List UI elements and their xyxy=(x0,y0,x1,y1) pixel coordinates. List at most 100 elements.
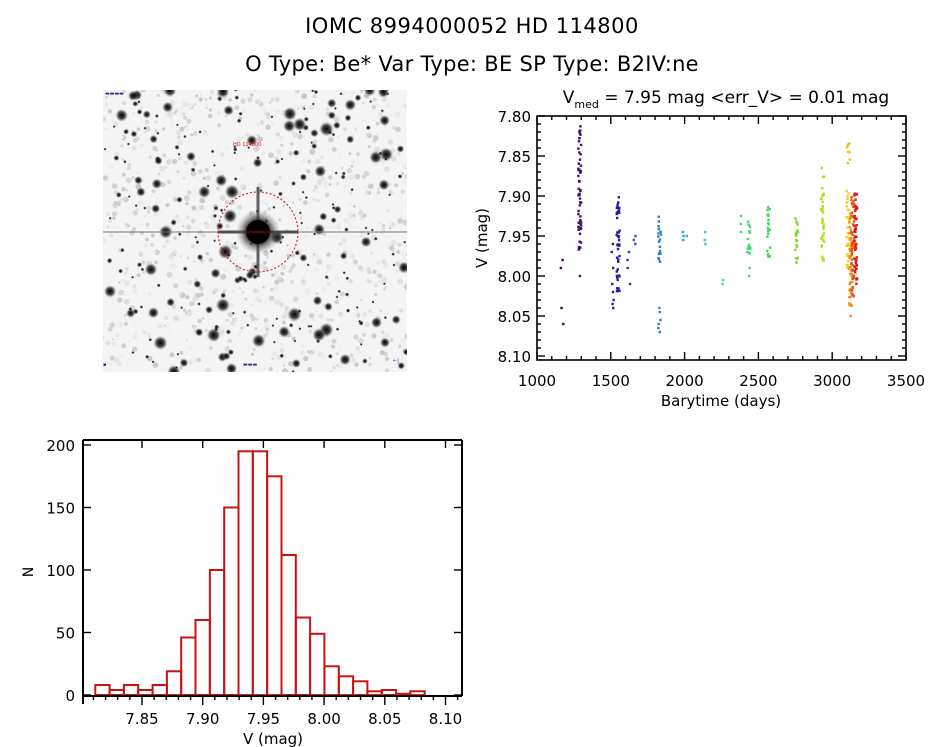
data-point xyxy=(611,282,614,286)
field-star xyxy=(126,142,130,146)
data-point xyxy=(849,236,852,240)
light-curve-frame xyxy=(536,115,907,361)
data-point xyxy=(821,236,824,239)
field-star xyxy=(233,145,237,149)
field-star xyxy=(224,184,240,200)
data-point xyxy=(850,231,853,234)
data-point xyxy=(847,244,850,247)
x-tick-label: 1500 xyxy=(592,372,630,390)
field-star xyxy=(310,128,319,138)
field-star xyxy=(335,295,339,299)
field-star xyxy=(327,98,337,108)
field-star xyxy=(291,181,296,186)
field-star xyxy=(324,275,329,280)
field-star xyxy=(195,240,200,245)
data-point xyxy=(852,274,855,277)
star-field-image xyxy=(103,90,407,372)
field-star xyxy=(299,173,308,181)
data-point xyxy=(748,252,751,255)
data-point xyxy=(848,282,851,286)
field-star xyxy=(311,143,318,150)
data-point xyxy=(846,254,849,257)
field-star xyxy=(291,358,301,368)
data-point xyxy=(851,293,854,297)
data-point xyxy=(767,206,770,209)
data-point xyxy=(768,208,771,211)
field-star xyxy=(292,149,300,156)
point-cluster xyxy=(845,142,851,165)
field-star xyxy=(397,361,406,370)
field-star xyxy=(379,337,391,348)
data-point xyxy=(851,233,854,236)
data-point xyxy=(659,230,662,233)
field-star xyxy=(186,151,196,162)
field-star xyxy=(103,147,107,151)
data-point xyxy=(617,196,620,199)
data-point xyxy=(848,267,851,270)
data-point xyxy=(847,238,851,241)
field-star xyxy=(136,187,146,197)
field-star xyxy=(396,145,405,153)
data-point xyxy=(850,211,853,214)
data-point xyxy=(616,244,619,247)
data-point xyxy=(795,243,798,247)
data-point xyxy=(847,216,850,219)
field-star xyxy=(312,328,326,342)
field-star xyxy=(339,353,351,366)
field-star xyxy=(163,90,177,98)
data-point xyxy=(845,244,848,248)
data-point xyxy=(795,245,799,249)
field-star xyxy=(272,340,276,344)
field-star xyxy=(333,106,337,110)
field-star xyxy=(123,128,130,135)
data-point xyxy=(849,266,852,269)
data-point xyxy=(851,203,854,206)
data-point xyxy=(853,216,856,219)
data-point xyxy=(721,282,724,286)
field-star xyxy=(270,115,274,119)
data-point xyxy=(615,274,619,278)
field-star xyxy=(319,121,334,137)
image-bottom-label: ▬▬▬ xyxy=(243,362,258,368)
data-point xyxy=(854,260,858,263)
data-point xyxy=(821,234,825,237)
field-star xyxy=(344,292,350,297)
data-point xyxy=(577,187,580,190)
field-star xyxy=(131,351,135,355)
field-star xyxy=(213,239,217,243)
data-point xyxy=(618,274,621,277)
field-star xyxy=(346,135,355,144)
data-point xyxy=(747,223,750,226)
y-tick-label: 8.05 xyxy=(498,308,531,326)
field-star xyxy=(127,195,131,199)
point-cluster xyxy=(615,196,621,293)
data-point xyxy=(616,216,619,220)
field-star xyxy=(215,297,231,313)
field-star xyxy=(210,149,215,154)
field-star xyxy=(222,352,231,361)
data-point xyxy=(854,198,857,201)
x-tick-label: 8.05 xyxy=(368,710,401,728)
data-point xyxy=(852,205,855,209)
data-point xyxy=(855,256,859,259)
data-point xyxy=(748,225,752,229)
data-point xyxy=(854,261,858,264)
data-point xyxy=(851,223,855,226)
data-point xyxy=(626,258,629,262)
data-point xyxy=(795,220,798,223)
data-point xyxy=(821,217,824,220)
field-star xyxy=(148,338,153,342)
data-point xyxy=(847,192,850,195)
data-point xyxy=(579,227,582,231)
data-point xyxy=(849,281,852,284)
data-point xyxy=(748,274,751,278)
data-point xyxy=(852,276,856,279)
histogram-bar xyxy=(237,450,254,697)
chart-title-object-id: IOMC 8994000052 HD 114800 xyxy=(305,14,639,38)
data-point xyxy=(747,220,750,224)
point-cluster xyxy=(766,206,772,258)
data-point xyxy=(853,194,856,197)
field-star xyxy=(259,188,263,193)
field-star xyxy=(358,319,362,323)
field-star xyxy=(293,339,297,343)
